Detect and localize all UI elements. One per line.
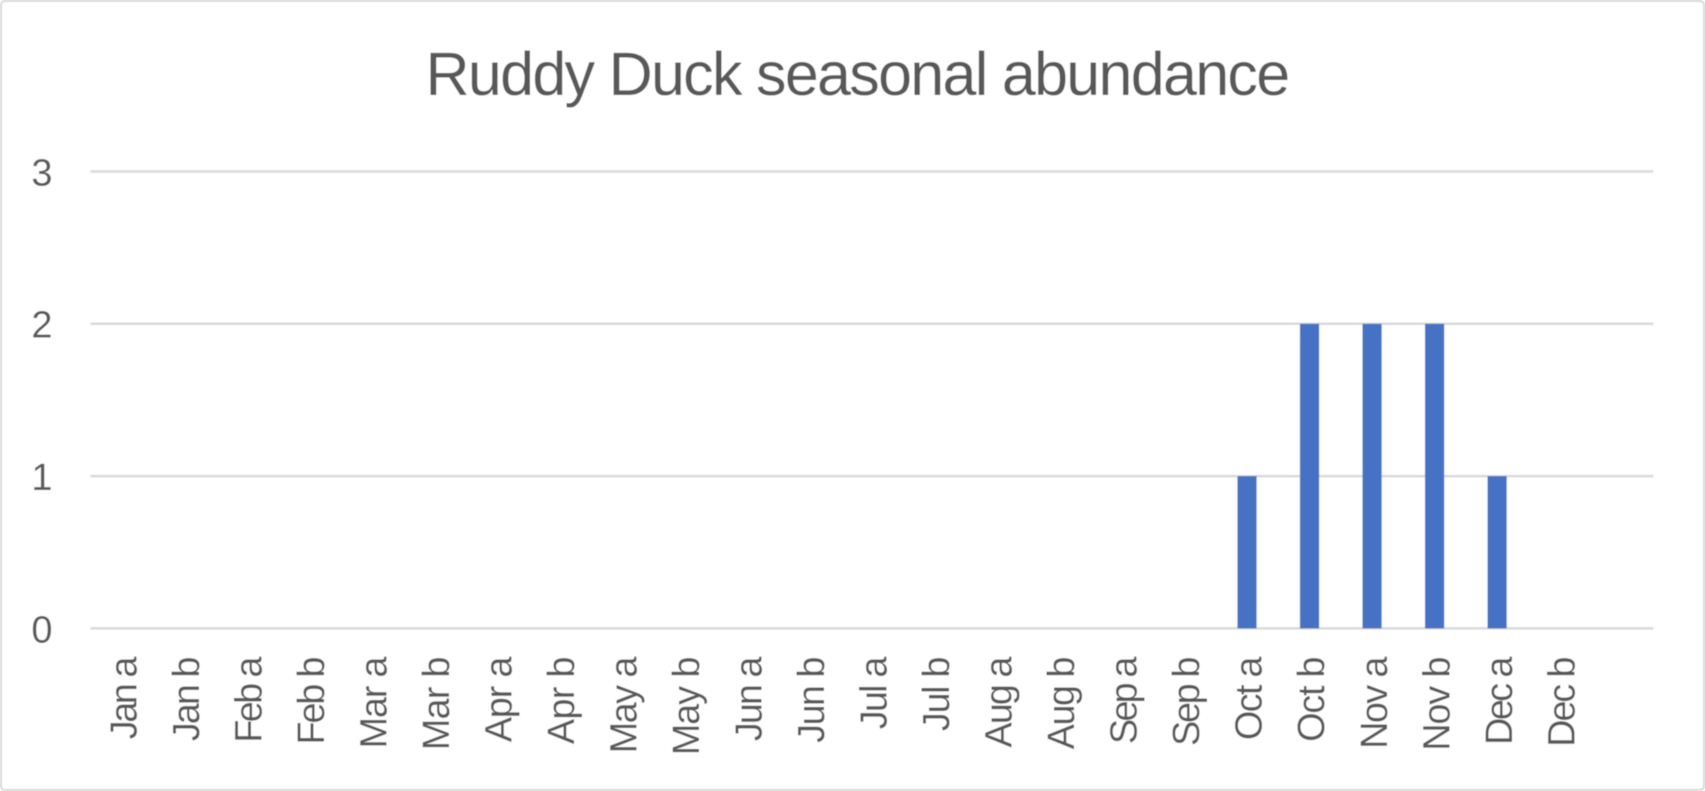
- svg-text:Dec a: Dec a: [1479, 656, 1521, 745]
- svg-text:Jul b: Jul b: [916, 657, 958, 732]
- svg-text:May a: May a: [604, 656, 646, 754]
- svg-text:Jan b: Jan b: [166, 657, 208, 742]
- svg-text:2: 2: [31, 305, 52, 347]
- svg-text:Feb b: Feb b: [291, 657, 333, 745]
- svg-text:Jun a: Jun a: [729, 656, 771, 741]
- svg-text:Apr b: Apr b: [541, 657, 583, 745]
- svg-text:May b: May b: [666, 657, 708, 756]
- svg-text:0: 0: [31, 609, 52, 651]
- svg-text:Nov b: Nov b: [1416, 657, 1458, 751]
- svg-text:Feb a: Feb a: [228, 656, 270, 743]
- svg-text:Sep a: Sep a: [1104, 656, 1146, 744]
- svg-text:Sep b: Sep b: [1166, 657, 1208, 747]
- svg-text:Apr a: Apr a: [478, 656, 520, 743]
- svg-text:Aug b: Aug b: [1041, 657, 1083, 750]
- svg-text:Ruddy Duck seasonal abundance: Ruddy Duck seasonal abundance: [426, 40, 1289, 108]
- svg-text:Nov a: Nov a: [1354, 656, 1396, 749]
- svg-text:Jun b: Jun b: [791, 657, 833, 743]
- svg-text:Oct a: Oct a: [1229, 656, 1271, 740]
- svg-text:Oct b: Oct b: [1291, 657, 1333, 742]
- svg-text:Aug a: Aug a: [979, 656, 1021, 748]
- svg-text:Mar a: Mar a: [353, 656, 395, 749]
- svg-text:Mar b: Mar b: [416, 657, 458, 751]
- svg-text:1: 1: [31, 457, 52, 499]
- svg-text:Jul a: Jul a: [854, 656, 896, 730]
- svg-text:Jan a: Jan a: [103, 656, 145, 740]
- svg-text:Dec b: Dec b: [1541, 657, 1583, 747]
- svg-text:3: 3: [31, 152, 52, 194]
